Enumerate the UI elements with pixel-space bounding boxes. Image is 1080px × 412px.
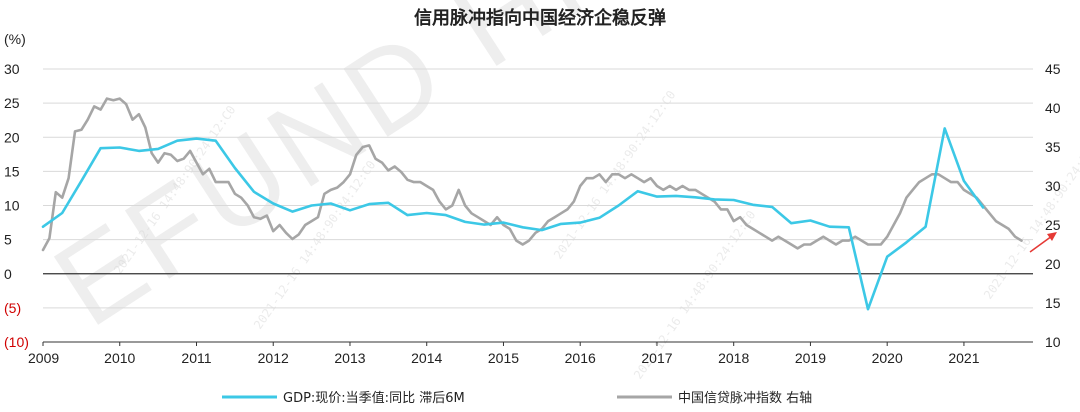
left-tick-label: (5) bbox=[4, 300, 21, 316]
x-tick-label: 2020 bbox=[872, 350, 903, 366]
x-tick-label: 2018 bbox=[718, 350, 749, 366]
right-tick-label: 10 bbox=[1045, 334, 1061, 350]
x-tick-label: 2015 bbox=[488, 350, 519, 366]
left-tick-label: 15 bbox=[4, 163, 20, 179]
right-tick-label: 15 bbox=[1045, 295, 1061, 311]
gridlines bbox=[43, 68, 1033, 343]
right-tick-label: 30 bbox=[1045, 178, 1061, 194]
series bbox=[41, 97, 1023, 311]
x-tick-label: 2011 bbox=[181, 350, 211, 366]
chart-title: 信用脉冲指向中国经济企稳反弹 bbox=[414, 7, 666, 29]
right-tick-label: 45 bbox=[1045, 61, 1061, 77]
series-line-credit bbox=[41, 97, 1023, 252]
left-tick-label: 5 bbox=[4, 232, 12, 248]
x-tick-label: 2012 bbox=[258, 350, 289, 366]
watermark-text: EFUND HK bbox=[32, 0, 650, 352]
x-tick-label: 2019 bbox=[795, 350, 826, 366]
x-tick-label: 2010 bbox=[104, 350, 135, 366]
trend-arrow-head bbox=[1047, 232, 1057, 241]
x-tick-label: 2014 bbox=[411, 350, 442, 366]
left-tick-label: 25 bbox=[4, 95, 20, 111]
right-tick-label: 20 bbox=[1045, 256, 1061, 272]
x-tick-label: 2013 bbox=[334, 350, 365, 366]
legend-label-gdp: GDP:现价:当季值:同比 滞后6M bbox=[283, 390, 465, 406]
left-tick-label: 20 bbox=[4, 129, 20, 145]
legend: GDP:现价:当季值:同比 滞后6M 中国信贷脉冲指数 右轴 bbox=[222, 390, 812, 406]
left-tick-label: (10) bbox=[4, 334, 29, 350]
legend-label-credit: 中国信贷脉冲指数 右轴 bbox=[678, 391, 812, 406]
watermark: EFUND HK 2021-12-16 14:48:90:24:12:C0 20… bbox=[32, 0, 1080, 382]
series-line-gdp bbox=[41, 127, 985, 311]
x-tick-label: 2021 bbox=[948, 350, 979, 366]
x-tick-label: 2017 bbox=[641, 350, 672, 366]
annotation bbox=[1029, 232, 1057, 253]
x-tick-label: 2016 bbox=[565, 350, 596, 366]
right-tick-label: 25 bbox=[1045, 217, 1061, 233]
watermark-stamp-5: 2021-12-16 14:48:90:24:12:C0 bbox=[981, 128, 1080, 302]
left-axis-unit: (%) bbox=[4, 31, 26, 47]
left-tick-label: 0 bbox=[4, 266, 12, 282]
left-tick-label: 30 bbox=[4, 61, 20, 77]
x-tick-label: 2009 bbox=[28, 350, 59, 366]
right-tick-label: 35 bbox=[1045, 139, 1061, 155]
right-tick-label: 40 bbox=[1045, 100, 1061, 116]
left-tick-label: 10 bbox=[4, 198, 20, 214]
trend-arrow-shaft bbox=[1029, 235, 1053, 253]
